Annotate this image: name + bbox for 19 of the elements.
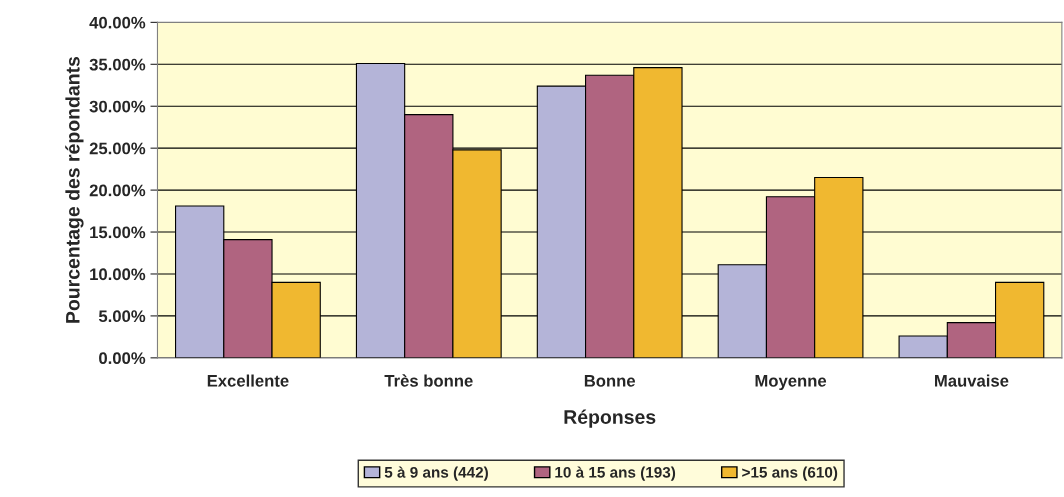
y-tick-label: 30.00%: [89, 100, 146, 113]
y-tick-label: 5.00%: [98, 310, 146, 323]
x-tick-label: Très bonne: [384, 374, 473, 387]
x-tick-label: Bonne: [584, 375, 636, 387]
y-tick-label: 35.00%: [89, 58, 146, 71]
y-tick-label: 40.00%: [89, 16, 146, 29]
y-tick-label: 15.00%: [90, 226, 146, 239]
legend-label: 5 à 9 ans (442): [384, 466, 488, 481]
x-tick-label: Mauvaise: [935, 374, 1009, 387]
y-tick-label: 20.00%: [89, 184, 146, 197]
y-axis-title: Pourcentage des répondants: [65, 56, 84, 323]
legend-label: 10 à 15 ans (193): [555, 466, 676, 481]
legend-label: >15 ans (610): [742, 466, 838, 481]
y-tick-label: 0.00%: [99, 352, 146, 365]
x-tick-label: Moyenne: [755, 375, 827, 391]
x-tick-label: Excellente: [207, 374, 289, 387]
y-tick-label: 10.00%: [90, 268, 146, 281]
y-tick-label: 25.00%: [89, 142, 146, 155]
x-axis-title: Réponses: [564, 409, 656, 428]
